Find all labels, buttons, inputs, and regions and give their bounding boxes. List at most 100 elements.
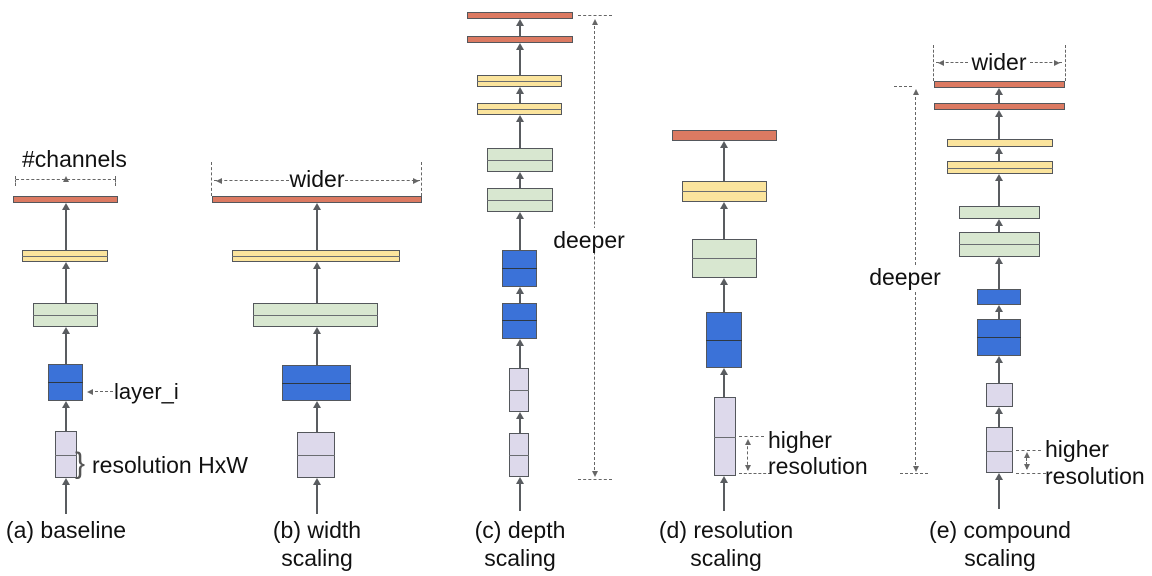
flow-arrow-stem [519, 417, 521, 433]
flow-arrow-stem [998, 179, 1000, 206]
flow-arrowhead-icon [313, 262, 321, 269]
flow-arrow-stem [998, 262, 1000, 289]
blue-layer-block [977, 289, 1021, 305]
caption-compound-line2: scaling [964, 545, 1036, 571]
dashed-arrowhead-icon [62, 176, 69, 182]
flow-arrowhead-icon [995, 473, 1003, 480]
dashed-arrowhead-icon [591, 19, 598, 25]
block-divider [477, 109, 562, 110]
dashed-arrowhead-icon [1023, 464, 1030, 470]
flow-arrowhead-icon [62, 262, 70, 269]
caption-baseline: (a) baseline [6, 516, 126, 544]
yellow-layer-block [232, 250, 400, 262]
block-divider [947, 168, 1053, 169]
flow-arrow-stem [65, 267, 67, 303]
higher-label-d: higher [768, 427, 832, 453]
flow-arrowhead-icon [313, 203, 321, 210]
flow-arrowhead-icon [995, 88, 1003, 95]
flow-arrow-stem [519, 120, 521, 148]
lavender-layer-block [714, 397, 736, 476]
flow-arrowhead-icon [516, 287, 524, 294]
flow-arrow-stem [316, 332, 318, 365]
higher-label-e: higher [1045, 436, 1109, 462]
block-divider [714, 437, 736, 438]
flow-arrowhead-icon [313, 327, 321, 334]
dashed-arrowhead-icon [413, 177, 419, 184]
flow-arrowhead-icon [516, 43, 524, 50]
flow-arrowhead-icon [995, 110, 1003, 117]
block-divider [502, 268, 537, 269]
caption-baseline-line1: (a) baseline [5, 517, 127, 543]
lavender-layer-block [55, 431, 77, 478]
flow-arrow-stem [519, 482, 521, 511]
caption-depth-line1: (c) depth [474, 517, 566, 543]
green-layer-block [959, 206, 1040, 219]
flow-arrowhead-icon [516, 19, 524, 26]
block-divider [509, 390, 529, 391]
dashed-line-v [1065, 45, 1067, 81]
dashed-arrowhead-icon [87, 388, 93, 395]
dashed-arrowhead-icon [744, 465, 751, 471]
green-layer-block [692, 239, 757, 278]
flow-arrow-stem [65, 406, 67, 431]
flow-arrowhead-icon [995, 147, 1003, 154]
wider-label-e: wider [971, 49, 1027, 75]
red-layer-block [13, 196, 118, 203]
caption-resolution-scaling: (d) resolution scaling [659, 516, 793, 572]
flow-arrowhead-icon [516, 172, 524, 179]
dashed-arrowhead-icon [912, 466, 919, 472]
block-divider [706, 340, 742, 341]
dashed-line-h [578, 479, 612, 481]
resolution-label-e: resolution [1045, 463, 1145, 489]
dashed-line-v [747, 441, 749, 470]
dashed-line-h [1016, 473, 1046, 475]
block-divider [297, 455, 335, 456]
flow-arrowhead-icon [62, 203, 70, 210]
caption-resolution-line1: (d) resolution [658, 517, 794, 543]
block-divider [48, 382, 83, 383]
flow-arrowhead-icon [995, 219, 1003, 226]
block-divider [22, 256, 108, 257]
lavender-layer-block [297, 432, 335, 478]
flow-arrow-stem [65, 483, 67, 514]
dashed-line-h [739, 436, 764, 438]
caption-depth-line2: scaling [484, 545, 556, 571]
green-layer-block [959, 232, 1040, 257]
block-divider [959, 244, 1040, 245]
flow-arrow-stem [316, 267, 318, 303]
flow-arrow-stem [998, 93, 1000, 103]
block-divider [682, 191, 767, 192]
flow-arrowhead-icon [313, 401, 321, 408]
block-divider [253, 315, 378, 316]
flow-arrow-stem [316, 406, 318, 432]
lavender-layer-block [509, 368, 529, 412]
flow-arrowhead-icon [720, 368, 728, 375]
flow-arrowhead-icon [995, 305, 1003, 312]
resolution-brace: } [75, 447, 86, 480]
flow-arrowhead-icon [995, 356, 1003, 363]
red-layer-block [672, 130, 777, 141]
block-divider [232, 256, 400, 257]
dashed-line-v [933, 45, 935, 81]
flow-arrow-stem [519, 24, 521, 36]
flow-arrowhead-icon [720, 202, 728, 209]
flow-arrowhead-icon [995, 407, 1003, 414]
block-divider [502, 320, 537, 321]
flow-arrow-stem [998, 115, 1000, 139]
yellow-layer-block [947, 139, 1053, 147]
dashed-arrowhead-icon [216, 177, 222, 184]
green-layer-block [487, 148, 553, 172]
flow-arrow-stem [519, 344, 521, 368]
block-divider [487, 160, 553, 161]
lavender-layer-block [986, 383, 1013, 407]
dashed-line-v [115, 176, 117, 186]
dashed-line-h [739, 473, 771, 475]
block-divider [692, 258, 757, 259]
flow-arrow-stem [519, 92, 521, 103]
green-layer-block [253, 303, 378, 327]
dashed-line-h [900, 473, 928, 475]
dashed-line-h [214, 180, 289, 182]
block-divider [509, 455, 529, 456]
block-divider [487, 200, 553, 201]
